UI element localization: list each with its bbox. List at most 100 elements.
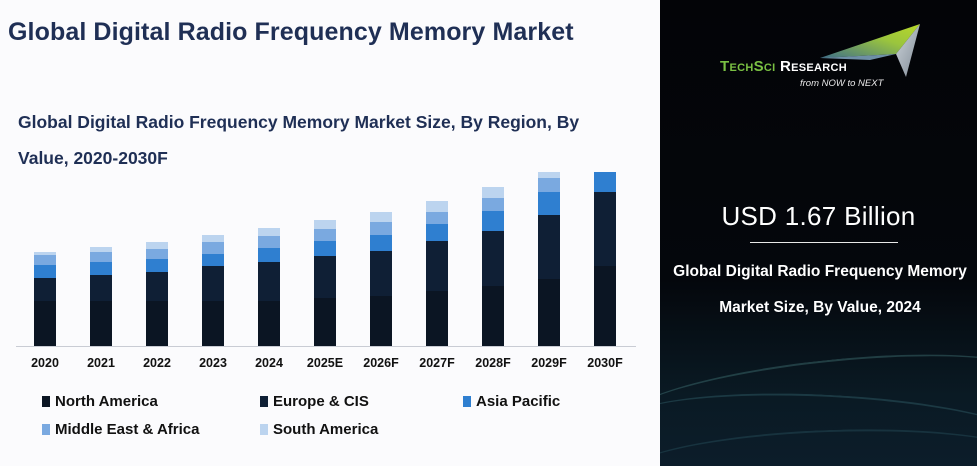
legend-label: South America	[273, 421, 379, 438]
legend-item-asia-pacific: Asia Pacific	[463, 393, 560, 410]
logo-tagline: from NOW to NEXT	[800, 78, 884, 89]
bar-segment	[370, 212, 392, 222]
x-axis-label: 2022	[143, 356, 171, 370]
x-axis-label: 2027F	[419, 356, 455, 370]
legend-item-south-america: South America	[260, 421, 378, 438]
bar-segment	[146, 259, 168, 272]
bar-segment	[482, 211, 504, 231]
legend-label: Europe & CIS	[273, 393, 369, 410]
divider	[750, 242, 898, 243]
bar-segment	[34, 265, 56, 278]
summary-panel: TechSci Research from NOW to NEXT USD 1.…	[660, 0, 977, 466]
bar-segment	[146, 242, 168, 249]
legend-swatch	[463, 396, 471, 407]
bar-segment	[258, 236, 280, 248]
bar-segment	[202, 235, 224, 242]
x-axis-line	[16, 346, 636, 347]
market-size-caption: Global Digital Radio Frequency Memory Ma…	[673, 263, 967, 316]
chart-panel: Global Digital Radio Frequency Memory Ma…	[8, 18, 642, 453]
bar-segment	[202, 301, 224, 346]
bar-segment	[426, 201, 448, 212]
bar-segment	[314, 229, 336, 241]
x-axis-label: 2030F	[587, 356, 623, 370]
chart-title: Global Digital Radio Frequency Memory Ma…	[18, 112, 580, 168]
bar-2028F	[482, 187, 504, 346]
bar-segment	[146, 272, 168, 301]
legend-swatch	[42, 396, 50, 407]
bar-segment	[370, 251, 392, 296]
bar-segment	[370, 296, 392, 346]
chart-legend: North America Europe & CIS Asia Pacific …	[42, 393, 642, 453]
bar-segment	[258, 301, 280, 346]
bar-segment	[482, 198, 504, 211]
bar-segment	[594, 266, 616, 346]
bar-segment	[594, 172, 616, 192]
page-title: Global Digital Radio Frequency Memory Ma…	[8, 18, 574, 46]
bar-segment	[426, 291, 448, 346]
x-axis-label: 2021	[87, 356, 115, 370]
bar-segment	[538, 178, 560, 192]
bar-segment	[34, 301, 56, 346]
bar-2023	[202, 235, 224, 346]
bar-segment	[34, 255, 56, 265]
logo-wordmark: TechSci Research	[720, 58, 847, 75]
bar-segment	[34, 252, 56, 255]
legend-item-europe-cis: Europe & CIS	[260, 393, 369, 410]
bar-segment	[258, 248, 280, 262]
bar-segment	[314, 241, 336, 256]
x-axis-label: 2023	[199, 356, 227, 370]
bar-segment	[202, 242, 224, 254]
logo-arrow-icon	[820, 24, 920, 77]
stacked-bar-chart	[16, 150, 636, 350]
bar-segment	[90, 301, 112, 346]
legend-swatch	[260, 396, 268, 407]
x-axis-label: 2026F	[363, 356, 399, 370]
bar-segment	[482, 187, 504, 198]
bar-segment	[90, 262, 112, 275]
bar-segment	[202, 266, 224, 301]
bar-segment	[538, 279, 560, 346]
techsci-logo: TechSci Research from NOW to NEXT	[720, 22, 930, 92]
bar-2021	[90, 247, 112, 346]
x-axis-label: 2020	[31, 356, 59, 370]
bar-segment	[146, 249, 168, 259]
bar-segment	[314, 256, 336, 298]
bar-segment	[370, 222, 392, 235]
bar-2030F	[594, 172, 616, 346]
x-axis-label: 2029F	[531, 356, 567, 370]
bar-segment	[90, 252, 112, 262]
legend-label: Middle East & Africa	[55, 421, 200, 438]
bar-segment	[90, 275, 112, 301]
bar-2025E	[314, 220, 336, 346]
bar-segment	[314, 220, 336, 229]
bar-2024	[258, 228, 280, 346]
bar-segment	[594, 192, 616, 266]
legend-item-middle-east-africa: Middle East & Africa	[42, 421, 199, 438]
bar-segment	[370, 235, 392, 251]
legend-swatch	[42, 424, 50, 435]
market-size-value: USD 1.67 Billion	[721, 201, 916, 231]
bar-2029F	[538, 172, 560, 346]
bar-segment	[426, 212, 448, 224]
x-axis-labels: 2020 2021 2022 2023 2024 2025E 2026F 2027F 2028F…	[16, 356, 636, 372]
bar-segment	[482, 231, 504, 286]
bar-segment	[538, 215, 560, 279]
bar-segment	[34, 278, 56, 301]
bar-segment	[426, 241, 448, 291]
bar-segment	[538, 192, 560, 215]
bar-2027F	[426, 201, 448, 346]
bar-2026F	[370, 212, 392, 346]
legend-swatch	[260, 424, 268, 435]
bar-segment	[314, 298, 336, 346]
bar-segment	[538, 172, 560, 178]
bar-segment	[482, 286, 504, 346]
x-axis-label: 2025E	[306, 356, 344, 370]
legend-label: Asia Pacific	[476, 393, 561, 410]
x-axis-label: 2024	[255, 356, 283, 370]
x-axis-label: 2028F	[475, 356, 511, 370]
bar-segment	[258, 228, 280, 236]
bar-2020	[34, 252, 56, 346]
legend-label: North America	[55, 393, 158, 410]
bar-segment	[90, 247, 112, 252]
bar-segment	[146, 301, 168, 346]
